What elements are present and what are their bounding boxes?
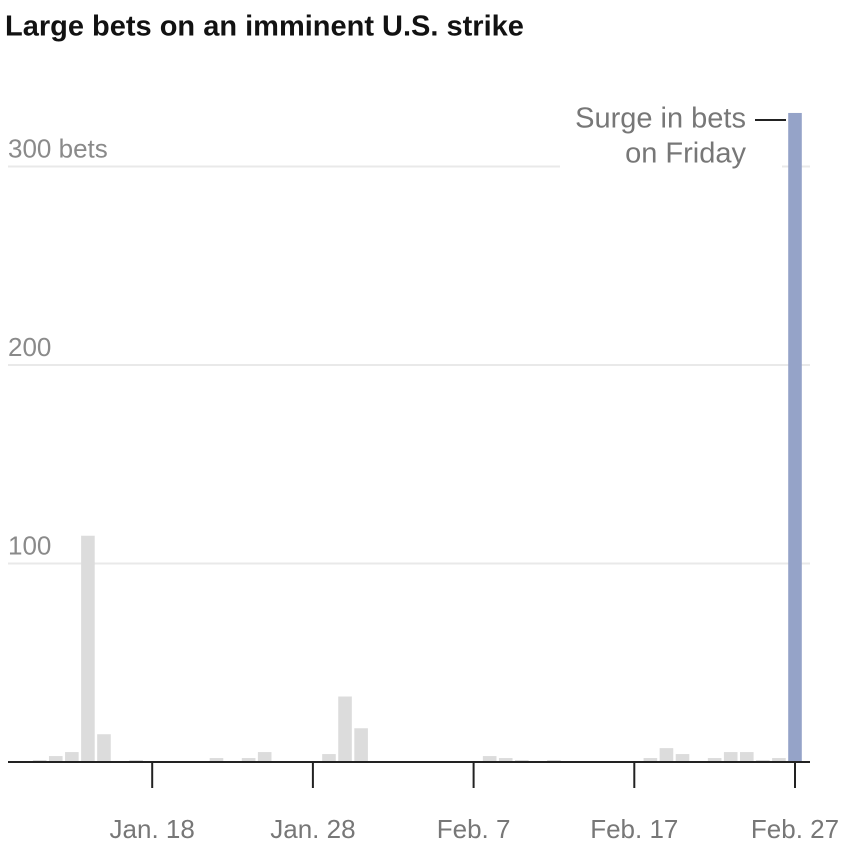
bar	[643, 758, 658, 762]
y-tick-label: 100	[8, 530, 51, 560]
bar	[209, 758, 224, 762]
y-tick-label: 200	[8, 332, 51, 362]
annotation: Surge in bets	[575, 103, 746, 135]
bar	[354, 728, 368, 762]
bar	[48, 756, 63, 762]
bar	[338, 696, 352, 762]
bar	[498, 758, 513, 762]
bar	[65, 752, 79, 762]
bar	[241, 758, 256, 762]
bar	[257, 752, 272, 762]
bar	[739, 752, 754, 762]
bar	[707, 758, 722, 762]
annotation: on Friday	[625, 138, 746, 170]
chart-title: Large bets on an imminent U.S. strike	[5, 11, 524, 43]
annotation-bg	[560, 98, 782, 178]
bar	[772, 758, 786, 762]
bar	[81, 535, 95, 762]
x-tick-label: Feb. 17	[590, 814, 678, 844]
bar	[97, 734, 111, 762]
bar	[723, 752, 738, 762]
bar	[322, 754, 336, 762]
x-tick-label: Jan. 28	[270, 814, 355, 844]
x-tick-label: Feb. 27	[751, 814, 839, 844]
bar	[788, 112, 802, 763]
bar	[482, 756, 497, 762]
x-tick-label: Jan. 18	[110, 814, 195, 844]
x-tick-label: Feb. 7	[437, 814, 511, 844]
y-tick-label: 300 bets	[8, 133, 108, 163]
bar	[659, 748, 674, 762]
bar	[675, 754, 690, 762]
